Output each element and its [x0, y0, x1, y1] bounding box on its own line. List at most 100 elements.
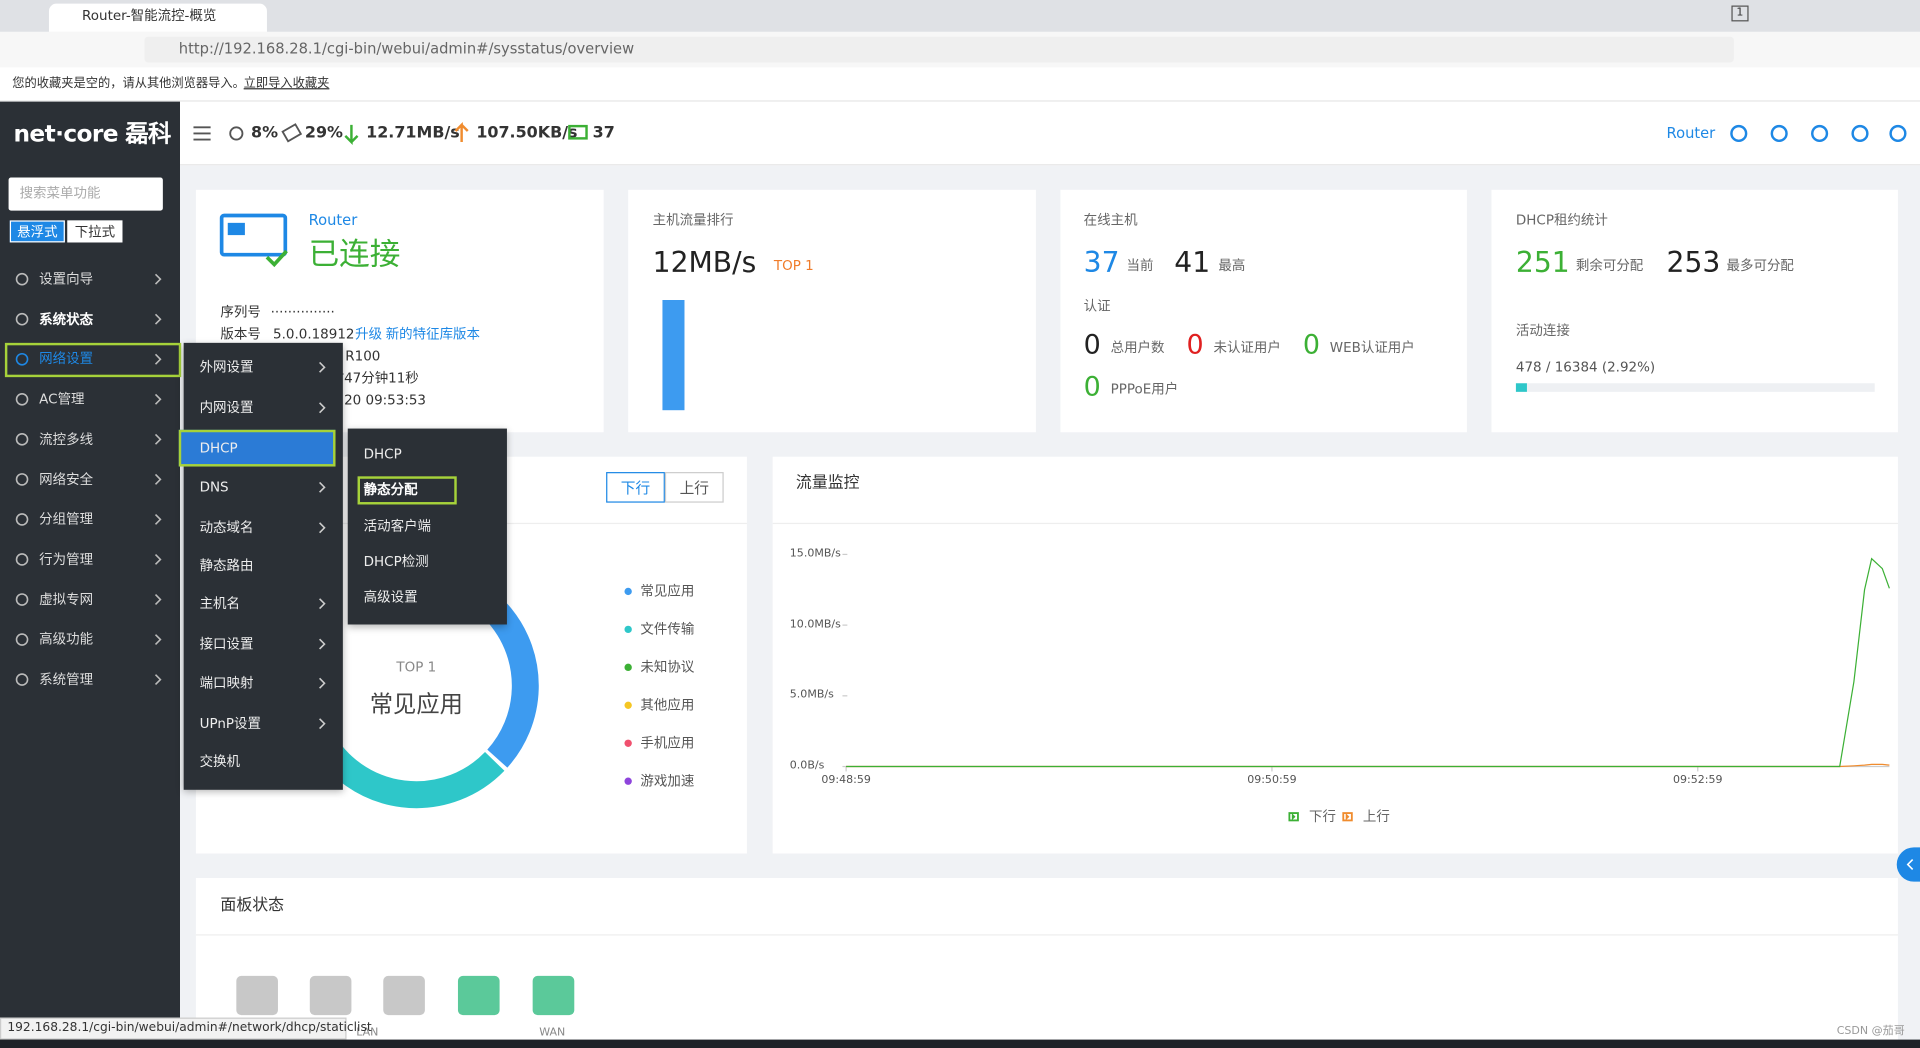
- online-current: 37: [1083, 247, 1120, 280]
- submenu-item[interactable]: DHCP检测: [363, 553, 429, 570]
- mode-button[interactable]: 悬浮式: [9, 220, 65, 243]
- port-icon: [383, 975, 425, 1016]
- submenu-item[interactable]: DHCP: [199, 440, 238, 457]
- panel-divider: [195, 934, 1898, 936]
- menu-item[interactable]: 虚拟专网: [39, 591, 94, 608]
- bookmark-row: [0, 67, 1920, 102]
- submenu-item[interactable]: 动态域名: [199, 519, 254, 536]
- host-traffic-title: 主机流量排行: [652, 212, 734, 229]
- submenu-item[interactable]: 静态分配: [363, 482, 418, 499]
- version-value: 5.0.0.18912: [273, 326, 355, 343]
- legend-dot: [624, 587, 632, 596]
- collapse-button[interactable]: [1896, 847, 1920, 882]
- x-tick-label: 09:50:59: [1247, 774, 1297, 787]
- app-header: [180, 101, 1920, 166]
- submenu-item[interactable]: DHCP: [363, 446, 402, 463]
- dhcp-available: 251: [1515, 247, 1570, 280]
- auth-count: 0: [1186, 330, 1204, 361]
- auth-label: WEB认证用户: [1329, 339, 1415, 356]
- menu-item[interactable]: 设置向导: [39, 271, 94, 288]
- port-icon: [532, 975, 575, 1016]
- legend-label[interactable]: 文件传输: [640, 621, 695, 638]
- mode-button[interactable]: 下拉式: [67, 220, 123, 243]
- device-name[interactable]: Router: [1666, 124, 1716, 142]
- auth-label: 总用户数: [1110, 339, 1165, 356]
- menu-item[interactable]: 网络安全: [39, 471, 94, 488]
- menu-item[interactable]: 系统状态: [39, 311, 94, 328]
- legend-label[interactable]: 手机应用: [640, 735, 695, 752]
- x-tick-label: 09:52:59: [1673, 774, 1723, 787]
- legend-dot: [624, 663, 632, 672]
- card: [628, 189, 1036, 433]
- submenu-item[interactable]: 端口映射: [199, 675, 254, 692]
- panel-title: 面板状态: [220, 896, 285, 915]
- legend-label[interactable]: 未知协议: [640, 659, 695, 676]
- port-icon: [309, 975, 352, 1016]
- submenu-item[interactable]: 主机名: [199, 595, 241, 612]
- menu-item[interactable]: 流控多线: [39, 431, 94, 448]
- app-tab[interactable]: 上行: [664, 472, 724, 503]
- app-rank: TOP 1: [396, 659, 437, 676]
- legend-dot: [624, 777, 632, 785]
- traffic-card-divider: [772, 522, 1898, 525]
- url-field[interactable]: [144, 36, 1734, 63]
- legend-label[interactable]: 游戏加速: [640, 773, 695, 790]
- menu-item[interactable]: 网络设置: [39, 351, 94, 368]
- online-current-label: 当前: [1126, 257, 1154, 274]
- port-icon: [457, 975, 500, 1016]
- tab-strip: [0, 0, 1920, 32]
- submenu-item[interactable]: 高级设置: [363, 589, 418, 606]
- menu-item[interactable]: AC管理: [39, 391, 85, 408]
- submenu-item[interactable]: 内网设置: [199, 399, 254, 416]
- submenu-item[interactable]: 接口设置: [199, 636, 254, 652]
- model: R100: [345, 348, 381, 365]
- submenu-item[interactable]: DNS: [199, 479, 229, 496]
- active-conn-fill: [1515, 383, 1527, 392]
- version-label: 版本号: [220, 326, 261, 343]
- auth-count: 0: [1302, 330, 1321, 361]
- app-tab[interactable]: 下行: [606, 472, 665, 503]
- host-traffic-rate: 12MB/s: [652, 247, 757, 280]
- submenu-item[interactable]: 活动客户端: [363, 517, 432, 534]
- legend-label[interactable]: 其他应用: [640, 697, 695, 714]
- menu-item[interactable]: 分组管理: [39, 511, 94, 528]
- download-rate: 12.71MB/s: [366, 123, 460, 143]
- submenu-item[interactable]: 交换机: [199, 753, 241, 770]
- card: [195, 877, 1898, 1048]
- host-traffic-bar: [662, 300, 685, 411]
- legend-label[interactable]: 上行: [1362, 808, 1390, 825]
- search-placeholder: 搜索菜单功能: [19, 185, 101, 202]
- submenu-item[interactable]: UPnP设置: [199, 715, 261, 732]
- auth-count: 0: [1083, 330, 1101, 361]
- watermark: CSDN @茄哥: [1836, 1025, 1905, 1038]
- tab-title[interactable]: Router-智能流控-概览: [82, 7, 217, 24]
- menu-item[interactable]: 行为管理: [39, 551, 94, 568]
- app-top-name: 常见应用: [369, 691, 463, 719]
- bookmark-import[interactable]: 立即导入收藏夹: [243, 77, 330, 91]
- submenu-item[interactable]: 静态路由: [199, 557, 254, 574]
- logo: net·core 磊科: [13, 120, 171, 148]
- submenu-highlight: [357, 476, 457, 505]
- menu-item[interactable]: 系统管理: [39, 671, 94, 688]
- auth-label: 未认证用户: [1213, 339, 1281, 356]
- host-traffic-rank: TOP 1: [773, 257, 814, 274]
- legend-label[interactable]: 常见应用: [640, 583, 695, 600]
- online-max: 41: [1174, 247, 1211, 280]
- menu-item[interactable]: 高级功能: [39, 631, 94, 648]
- x-tick-label: 09:48:59: [821, 774, 871, 787]
- submenu-item[interactable]: 外网设置: [199, 359, 254, 376]
- sidebar: [0, 101, 181, 1048]
- new-features-link[interactable]: 新的特征库版本: [385, 326, 481, 343]
- y-tick-label: 15.0MB/s: [789, 547, 841, 561]
- online-title: 在线主机: [1083, 212, 1138, 229]
- status-url-bar: [0, 1017, 347, 1040]
- tab-count[interactable]: 1: [1731, 5, 1749, 22]
- serial-value: ···············: [270, 304, 335, 321]
- legend-label[interactable]: 下行: [1308, 808, 1336, 825]
- auth-count: 0: [1083, 372, 1101, 403]
- active-conn-value: 478 / 16384 (2.92%): [1515, 359, 1656, 376]
- upgrade-link[interactable]: 升级: [355, 326, 383, 343]
- card: [1491, 189, 1898, 433]
- search-box[interactable]: [8, 177, 163, 211]
